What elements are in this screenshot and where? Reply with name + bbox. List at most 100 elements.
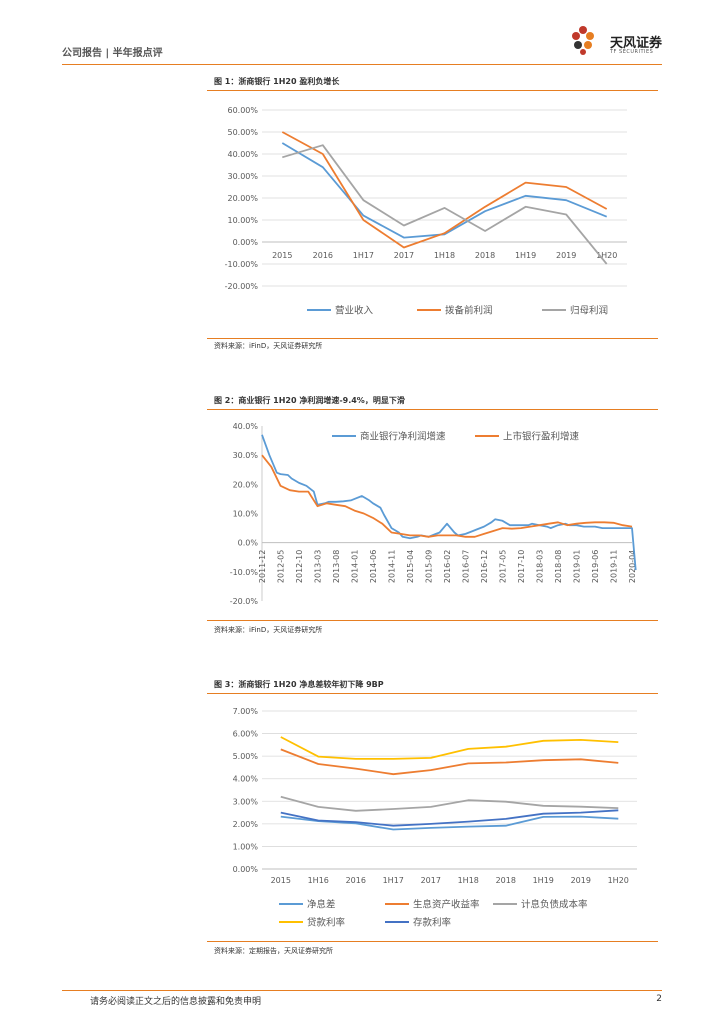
figure-3-source: 资料来源：定期报告，天风证券研究所 bbox=[214, 947, 333, 955]
x-tick-label: 2016-02 bbox=[443, 550, 452, 583]
figure-3-bottom-rule bbox=[207, 941, 658, 942]
figure-2-title: 图 2：商业银行 1H20 净利润增速-9.4%，明显下滑 bbox=[214, 396, 405, 405]
x-tick-label: 2019-11 bbox=[610, 550, 619, 583]
y-tick-label: 10.00% bbox=[227, 216, 258, 225]
x-tick-label: 2019-06 bbox=[591, 550, 600, 583]
y-tick-label: 40.0% bbox=[233, 422, 259, 431]
figure-3-title: 图 3：浙商银行 1H20 净息差较年初下降 9BP bbox=[214, 680, 384, 689]
x-tick-label: 2016 bbox=[346, 876, 366, 885]
x-tick-label: 1H18 bbox=[458, 876, 479, 885]
x-tick-label: 2014-11 bbox=[388, 550, 397, 583]
legend-label: 生息资产收益率 bbox=[413, 899, 480, 911]
x-tick-label: 1H20 bbox=[608, 876, 629, 885]
x-tick-label: 2018 bbox=[475, 251, 495, 260]
y-tick-label: 5.00% bbox=[233, 752, 259, 761]
legend-label: 上市银行盈利增速 bbox=[503, 431, 580, 443]
series-line-5 bbox=[280, 809, 619, 827]
legend-label: 净息差 bbox=[307, 899, 336, 911]
x-tick-label: 2014-01 bbox=[351, 550, 360, 583]
y-tick-label: 20.00% bbox=[227, 194, 258, 203]
figure-3-top-rule bbox=[207, 693, 658, 694]
series-line-1 bbox=[281, 142, 608, 239]
y-tick-label: 30.00% bbox=[227, 172, 258, 181]
y-tick-label: 20.0% bbox=[233, 480, 259, 489]
x-tick-label: 2017 bbox=[421, 876, 441, 885]
x-tick-label: 2017-10 bbox=[517, 550, 526, 583]
page-number: 2 bbox=[656, 994, 662, 1004]
x-tick-label: 1H19 bbox=[533, 876, 554, 885]
x-tick-label: 2020-04 bbox=[628, 550, 637, 583]
logo-subtitle: TF SECURITIES bbox=[610, 49, 654, 55]
x-tick-label: 2015 bbox=[271, 876, 291, 885]
y-tick-label: 6.00% bbox=[233, 730, 259, 739]
y-tick-label: 60.00% bbox=[227, 106, 258, 115]
x-tick-label: 1H17 bbox=[353, 251, 374, 260]
footer-disclaimer: 请务必阅读正文之后的信息披露和免责申明 bbox=[90, 997, 262, 1007]
x-tick-label: 2017-05 bbox=[499, 550, 508, 583]
x-tick-label: 2015 bbox=[272, 251, 292, 260]
legend-label: 计息负债成本率 bbox=[521, 899, 588, 911]
x-tick-label: 1H20 bbox=[596, 251, 617, 260]
y-tick-label: -20.0% bbox=[230, 597, 259, 606]
figure-1-top-rule bbox=[207, 90, 658, 91]
x-tick-label: 2019 bbox=[571, 876, 591, 885]
x-tick-label: 2016-07 bbox=[462, 550, 471, 583]
x-tick-label: 2018 bbox=[496, 876, 516, 885]
figure-1-chart: 60.00% 50.00% 40.00% 30.00% 20.00% 10.00% 0.00… bbox=[225, 106, 627, 317]
figure-2-source: 资料来源：iFinD，天风证券研究所 bbox=[214, 626, 323, 634]
y-tick-label: 0.0% bbox=[238, 539, 259, 548]
logo-name: 天风证券 bbox=[610, 36, 663, 51]
figure-2-top-rule bbox=[207, 409, 658, 410]
x-tick-label: 2012-10 bbox=[295, 550, 304, 583]
y-tick-label: 0.00% bbox=[233, 865, 259, 874]
x-tick-label: 2018-08 bbox=[554, 550, 563, 583]
figure-2-bottom-rule bbox=[207, 620, 658, 621]
x-tick-label: 2015-09 bbox=[425, 550, 434, 583]
footer-divider bbox=[62, 990, 662, 991]
y-tick-label: 2.00% bbox=[233, 820, 259, 829]
legend-label: 存款利率 bbox=[413, 917, 452, 929]
x-tick-label: 2014-06 bbox=[369, 550, 378, 583]
y-tick-label: -20.00% bbox=[225, 282, 259, 291]
series-line-2 bbox=[261, 454, 633, 538]
x-tick-label: 1H17 bbox=[383, 876, 404, 885]
series-line-2 bbox=[281, 131, 608, 249]
series-line-2 bbox=[280, 748, 619, 776]
tf-securities-logo-icon bbox=[572, 26, 594, 55]
x-tick-label: 2013-08 bbox=[332, 550, 341, 583]
series-line-3 bbox=[280, 795, 619, 812]
x-tick-label: 2016-12 bbox=[480, 550, 489, 583]
legend-label: 营业收入 bbox=[335, 305, 374, 317]
x-tick-label: 2019-01 bbox=[573, 550, 582, 583]
series-line-4 bbox=[280, 736, 619, 760]
y-tick-label: -10.0% bbox=[230, 568, 259, 577]
series-line-1 bbox=[280, 815, 619, 831]
figure-2-chart: 40.0% 30.0% 20.0% 10.0% 0.0% -10.0% -20.0% 2011… bbox=[230, 422, 637, 606]
report-type: 公司报告 | 半年报点评 bbox=[62, 48, 163, 59]
x-tick-label: 2012-05 bbox=[277, 550, 286, 583]
legend-label: 商业银行净利润增速 bbox=[360, 431, 446, 443]
y-tick-label: 7.00% bbox=[233, 707, 259, 716]
x-tick-label: 2011-12 bbox=[258, 550, 267, 583]
x-tick-label: 2015-04 bbox=[406, 550, 415, 583]
x-tick-label: 2017 bbox=[394, 251, 414, 260]
x-tick-label: 1H18 bbox=[434, 251, 455, 260]
x-tick-label: 1H16 bbox=[308, 876, 329, 885]
figure-1-source: 资料来源：iFinD，天风证券研究所 bbox=[214, 342, 323, 350]
y-tick-label: 50.00% bbox=[227, 128, 258, 137]
y-tick-label: 1.00% bbox=[233, 842, 259, 851]
figure-1-title: 图 1：浙商银行 1H20 盈利负增长 bbox=[214, 77, 340, 86]
x-tick-label: 2019 bbox=[556, 251, 576, 260]
y-tick-label: 40.00% bbox=[227, 150, 258, 159]
legend-label: 归母利润 bbox=[570, 305, 608, 317]
figure-1-bottom-rule bbox=[207, 338, 658, 339]
y-tick-label: 0.00% bbox=[233, 238, 259, 247]
y-tick-label: 10.0% bbox=[233, 510, 259, 519]
x-tick-label: 1H19 bbox=[515, 251, 536, 260]
legend-label: 拨备前利润 bbox=[445, 305, 493, 317]
x-tick-label: 2013-03 bbox=[314, 550, 323, 583]
legend-label: 贷款利率 bbox=[307, 917, 346, 929]
y-tick-label: -10.00% bbox=[225, 260, 259, 269]
x-tick-label: 2016 bbox=[313, 251, 333, 260]
series-line-3 bbox=[282, 144, 608, 265]
